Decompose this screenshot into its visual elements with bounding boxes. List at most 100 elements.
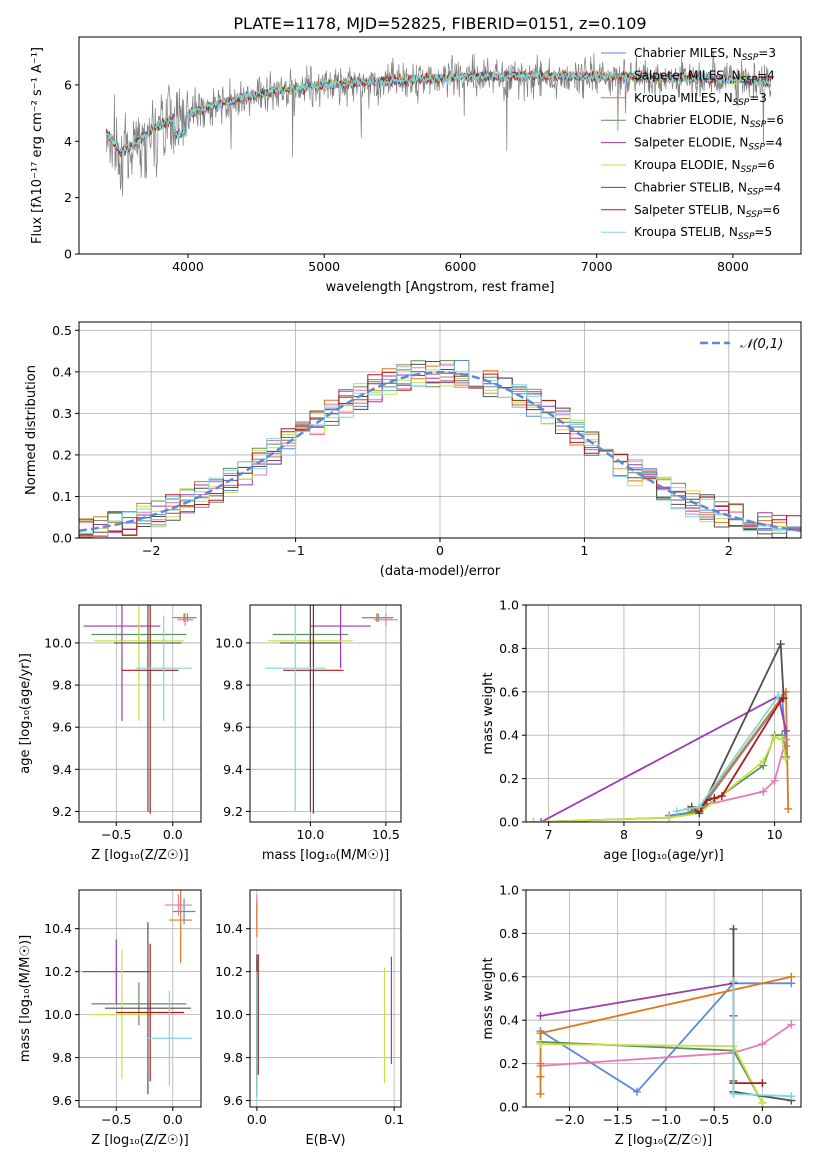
legend-nssp-subscript: SSP	[747, 187, 764, 197]
series-marker	[776, 640, 785, 649]
legend-nssp-value: =4	[765, 136, 783, 150]
chart-mass_vs_ebv: 0.0 0.1 9.6 9.8 10.0 10.2 10.4 E(B-V)	[215, 889, 404, 1148]
errorbar-point	[135, 615, 192, 721]
errorbar-point	[283, 605, 344, 814]
y-tick-label: 9.8	[223, 678, 243, 693]
y-tick-label: 10.0	[215, 635, 243, 650]
series-marker	[770, 733, 779, 742]
errorbar-point	[310, 605, 371, 669]
legend-entry: Salpeter ELODIE, NSSP=4	[634, 136, 783, 153]
series-marker	[787, 972, 796, 981]
plot-area-age_vs_Z	[83, 605, 197, 814]
series-marker	[710, 794, 719, 803]
plot-area-weight_vs_age	[529, 640, 793, 822]
legend-model-name: Salpeter STELIB	[634, 203, 729, 217]
x-tick-label: −0.5	[101, 1112, 131, 1127]
series-line	[533, 736, 787, 822]
y-tick-label: 9.6	[223, 1093, 243, 1108]
x-tick-label: 7	[545, 827, 553, 842]
legend-nssp-value: =4	[757, 68, 775, 82]
series-marker	[536, 1089, 545, 1098]
series-marker	[774, 692, 783, 701]
x-tick-label: 7000	[581, 259, 613, 274]
x-axis-label: wavelength [Angstrom, rest frame]	[326, 280, 555, 295]
y-tick-label: 0.6	[499, 969, 519, 984]
y-tick-label: 0.0	[52, 531, 72, 546]
chart-spectrum: 4000 5000 6000 7000 8000 0 2 4 6 wavelength [Angs…	[30, 36, 802, 295]
legend-nssp-subscript: SSP	[733, 98, 750, 108]
legend-entry: Kroupa STELIB, NSSP=5	[634, 225, 772, 242]
series-line	[732, 983, 763, 1084]
legend-nssp-value: =5	[754, 225, 772, 239]
errorbar-point	[82, 939, 151, 1004]
legend-nssp-value: =3	[749, 91, 767, 105]
series-marker	[781, 726, 790, 735]
legend-nssp-prefix: , N	[721, 225, 738, 239]
model-spectrum-chabrier-stelib	[105, 69, 772, 154]
legend-model-name: Salpeter ELODIE	[634, 136, 732, 150]
x-axis-label: age [log₁₀(age/yr)]	[603, 848, 724, 863]
histogram-kroupa-stelib	[79, 365, 801, 538]
legend-entry: Kroupa MILES, NSSP=3	[634, 91, 767, 108]
series-marker	[537, 818, 546, 822]
y-tick-label: 0.2	[52, 447, 72, 462]
legend-model-name: Chabrier MILES	[634, 46, 725, 60]
series-marker	[787, 1020, 796, 1029]
y-tick-label: 0.0	[499, 815, 519, 830]
errorbar-point	[90, 950, 154, 1080]
series-marker	[665, 813, 674, 822]
series-marker	[758, 1040, 767, 1049]
y-tick-label: 0.4	[52, 364, 72, 379]
series-marker	[687, 802, 696, 811]
histogram-salpeter-stelib	[79, 371, 801, 537]
y-axis-label: mass [log₁₀(M/M☉)]	[18, 935, 33, 1062]
y-tick-label: 10.4	[44, 921, 72, 936]
legend-entry: Kroupa ELODIE, NSSP=6	[634, 158, 775, 175]
x-tick-label: 8	[620, 827, 628, 842]
axes-frame	[525, 604, 802, 823]
y-tick-label: 10.0	[44, 1007, 72, 1022]
errorbar-point	[114, 605, 182, 812]
errorbar-point	[373, 613, 398, 627]
y-tick-label: 0.8	[499, 641, 519, 656]
y-axis-label: mass weight	[481, 957, 496, 1039]
y-tick-label: 0.8	[499, 926, 519, 941]
axes-frame	[78, 889, 202, 1108]
plot-area-spectrum	[105, 50, 772, 197]
x-tick-label: 0.0	[752, 1112, 772, 1127]
series-marker	[729, 1089, 738, 1098]
y-axis-label: Flux [fλ10⁻¹⁷ erg cm⁻² s⁻¹ A⁻¹]	[30, 47, 45, 244]
y-tick-label: 0.2	[499, 771, 519, 786]
series-marker	[632, 1087, 641, 1096]
series-marker	[536, 1029, 545, 1038]
legend-nssp-subscript: SSP	[746, 210, 763, 220]
legend-entry: Salpeter STELIB, NSSP=6	[634, 203, 780, 220]
x-tick-label: 0	[436, 543, 444, 558]
legend-model-name: Kroupa ELODIE	[634, 158, 724, 172]
x-tick-label: −1	[286, 543, 304, 558]
x-axis-label: (data-model)/error	[380, 564, 501, 579]
series-marker	[759, 757, 768, 766]
series-line	[687, 739, 787, 810]
y-tick-label: 0.5	[52, 323, 72, 338]
series-marker	[536, 1040, 545, 1049]
x-tick-label: 10.5	[372, 827, 400, 842]
series-line	[691, 643, 785, 815]
series-marker	[784, 804, 793, 813]
y-tick-label: 1.0	[499, 883, 519, 898]
legend-nssp-prefix: , N	[733, 113, 750, 127]
errorbar-point	[104, 922, 191, 1095]
series-marker	[787, 1092, 796, 1101]
y-tick-label: 9.4	[223, 762, 243, 777]
series-line	[540, 1023, 792, 1067]
legend-nssp-value: =6	[766, 113, 784, 127]
legend-model-name: Chabrier STELIB	[634, 180, 730, 194]
x-tick-label: −0.5	[699, 1112, 729, 1127]
y-tick-label: 0	[64, 247, 72, 262]
axes-frame	[525, 889, 802, 1108]
chart-weight_vs_age: 7 8 9 10 0.0 0.2 0.4 0.6 0.8 1.0 age [log₁₀(age/yr…	[481, 598, 802, 863]
axes-frame	[78, 36, 802, 255]
series-marker	[729, 977, 738, 986]
y-tick-label: 9.8	[52, 678, 72, 693]
